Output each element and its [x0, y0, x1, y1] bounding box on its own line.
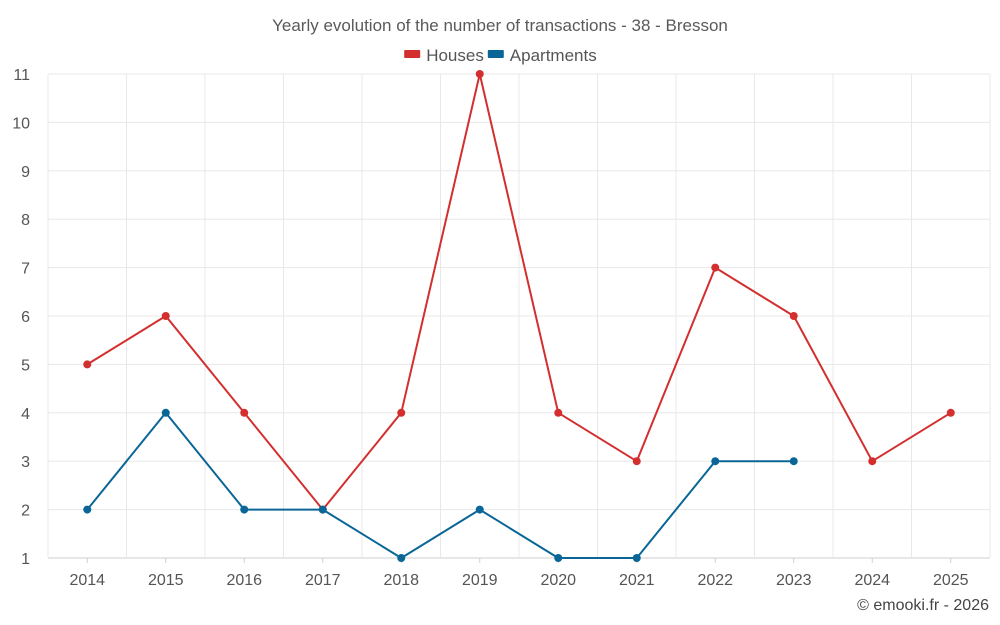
data-point-houses[interactable]	[868, 457, 877, 466]
series-line-apartments	[86, 411, 794, 559]
data-point-houses[interactable]	[711, 263, 720, 272]
x-axis: 2014 2015 2016 2017 2018 2019 2020 2021 2022 2023…	[69, 572, 968, 589]
data-point-houses[interactable]	[475, 70, 484, 78]
data-point-houses[interactable]	[632, 457, 641, 466]
y-tick-label: 2	[21, 503, 30, 520]
y-tick-label: 10	[12, 115, 30, 132]
y-tick-label: 7	[21, 261, 30, 278]
y-tick-label: 11	[13, 67, 30, 84]
data-point-houses[interactable]	[789, 312, 798, 320]
x-tick-label: 2017	[305, 572, 341, 589]
legend-label-houses[interactable]: Houses	[426, 46, 484, 65]
data-point-apartments[interactable]	[475, 505, 484, 514]
credit-text: © emooki.fr - 2026	[857, 597, 989, 614]
x-tick-label: 2024	[854, 572, 890, 589]
chart-title: Yearly evolution of the number of transa…	[272, 16, 728, 35]
x-tick-label: 2020	[540, 572, 576, 589]
x-tick-label: 2022	[697, 572, 733, 589]
data-point-houses[interactable]	[554, 408, 563, 417]
series-group	[83, 70, 955, 562]
data-point-apartments[interactable]	[161, 408, 170, 417]
y-tick-label: 4	[21, 406, 30, 423]
series-line-houses	[86, 73, 952, 511]
legend: Houses Apartments	[404, 46, 597, 65]
x-tick-label: 2025	[933, 572, 969, 589]
x-tick-label: 2019	[462, 572, 498, 589]
legend-swatch-apartments[interactable]	[487, 50, 504, 58]
data-point-houses[interactable]	[240, 408, 249, 417]
y-axis: 1 2 3 4 5 6 7 8 9 10 11	[12, 67, 30, 568]
y-tick-label: 9	[21, 164, 30, 181]
data-point-houses[interactable]	[161, 312, 170, 320]
y-tick-label: 5	[21, 357, 30, 374]
grid-lines	[47, 73, 991, 563]
data-point-apartments[interactable]	[554, 554, 563, 562]
x-tick-label: 2018	[383, 572, 419, 589]
legend-label-apartments[interactable]: Apartments	[510, 46, 597, 65]
data-point-apartments[interactable]	[397, 554, 406, 562]
x-tick-label: 2014	[69, 572, 105, 589]
legend-swatch-houses[interactable]	[404, 50, 421, 58]
y-tick-label: 6	[21, 309, 30, 326]
x-tick-label: 2021	[619, 572, 655, 589]
data-point-apartments[interactable]	[789, 457, 798, 466]
x-tick-label: 2015	[148, 572, 184, 589]
data-point-houses[interactable]	[83, 360, 92, 369]
data-point-apartments[interactable]	[240, 505, 249, 514]
data-point-apartments[interactable]	[318, 505, 327, 514]
data-point-apartments[interactable]	[83, 505, 92, 514]
y-tick-label: 3	[21, 454, 30, 471]
data-point-houses[interactable]	[397, 408, 406, 417]
data-point-houses[interactable]	[946, 408, 955, 417]
x-tick-label: 2016	[226, 572, 262, 589]
data-point-apartments[interactable]	[711, 457, 720, 466]
y-tick-label: 1	[21, 551, 30, 568]
data-point-apartments[interactable]	[632, 554, 641, 562]
x-tick-label: 2023	[776, 572, 812, 589]
y-tick-label: 8	[21, 212, 30, 229]
